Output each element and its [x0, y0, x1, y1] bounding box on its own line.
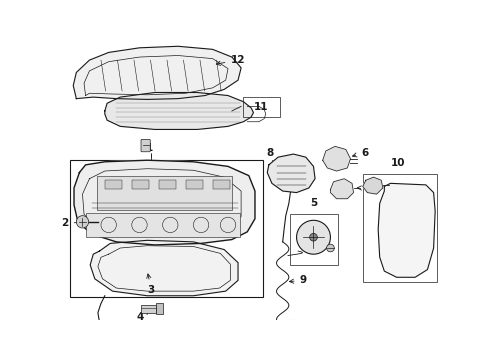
- Polygon shape: [378, 183, 435, 277]
- Polygon shape: [363, 177, 383, 194]
- Bar: [70, 160, 263, 297]
- Polygon shape: [90, 240, 238, 296]
- Bar: [86, 213, 240, 237]
- Bar: [186, 180, 203, 189]
- Circle shape: [326, 244, 334, 252]
- Text: 9: 9: [290, 275, 307, 285]
- Polygon shape: [278, 320, 306, 339]
- Text: 7: 7: [357, 183, 372, 193]
- Polygon shape: [330, 179, 354, 199]
- Bar: [363, 174, 437, 282]
- Polygon shape: [90, 327, 117, 342]
- Circle shape: [310, 233, 318, 241]
- Bar: [105, 180, 122, 189]
- Bar: [243, 97, 280, 117]
- Text: 3: 3: [147, 274, 155, 294]
- Text: 4: 4: [137, 310, 149, 322]
- Bar: [97, 176, 232, 210]
- Text: 10: 10: [391, 158, 405, 168]
- Text: 1: 1: [146, 143, 153, 153]
- Polygon shape: [268, 154, 315, 193]
- Bar: [156, 303, 163, 314]
- Bar: [141, 305, 156, 313]
- Text: 11: 11: [254, 102, 269, 112]
- Bar: [132, 180, 149, 189]
- Circle shape: [296, 220, 330, 254]
- Polygon shape: [323, 147, 350, 171]
- Bar: [291, 214, 338, 265]
- Polygon shape: [105, 93, 253, 130]
- Text: 6: 6: [352, 148, 368, 158]
- FancyBboxPatch shape: [141, 139, 150, 152]
- Polygon shape: [74, 160, 255, 245]
- Text: 12: 12: [216, 55, 245, 66]
- Text: 5: 5: [310, 198, 317, 208]
- Bar: [213, 180, 229, 189]
- Circle shape: [76, 216, 89, 228]
- Bar: [159, 180, 175, 189]
- Polygon shape: [74, 46, 241, 99]
- Text: 8: 8: [267, 148, 274, 158]
- Text: 2: 2: [61, 219, 83, 228]
